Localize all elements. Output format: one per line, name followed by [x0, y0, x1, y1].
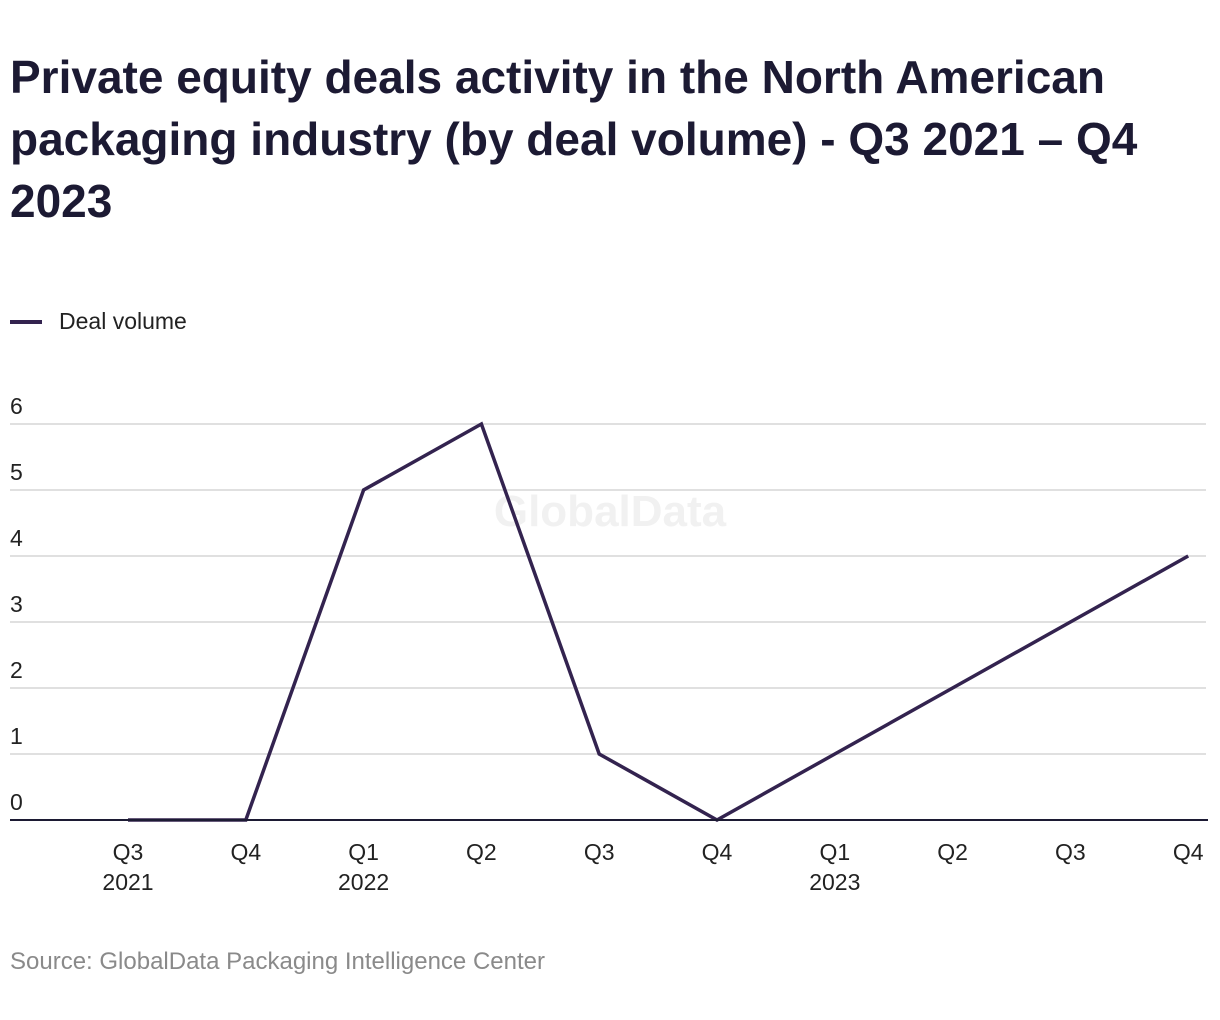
x-tick-label-4: Q3: [584, 839, 615, 865]
x-tick-label-7: Q2: [937, 839, 968, 865]
y-axis-tick-labels: 0 1 2 3 4 5 6: [10, 393, 23, 815]
x-tick-label-3: Q2: [466, 839, 497, 865]
y-tick-label-5: 5: [10, 459, 23, 485]
series-line-0: [128, 421, 1190, 823]
x-tick-label-1: Q4: [230, 839, 261, 865]
y-tick-label-6: 6: [10, 393, 23, 419]
x-tick-label-6: Q1: [819, 839, 850, 865]
x-tick-label-8: Q3: [1055, 839, 1086, 865]
x-year-label-2021: 2021: [102, 869, 153, 895]
series-deal-volume: [127, 421, 1190, 823]
source-note: Source: GlobalData Packaging Intelligenc…: [10, 948, 545, 975]
y-tick-label-0: 0: [10, 789, 23, 815]
y-tick-label-4: 4: [10, 525, 23, 551]
chart-title: Private equity deals activity in the Nor…: [10, 51, 1138, 227]
y-tick-label-1: 1: [10, 723, 23, 749]
watermark: GlobalData: [494, 487, 727, 536]
gridlines: [10, 423, 1206, 755]
x-tick-label-5: Q4: [702, 839, 733, 865]
x-axis-tick-labels: Q3 2021 Q4 Q1 2022 Q2 Q3 Q4 Q1 2023 Q2 Q3 Q4: [102, 839, 1203, 895]
legend: Deal volume: [10, 308, 187, 335]
x-tick-label-2: Q1: [348, 839, 379, 865]
x-year-label-2023: 2023: [809, 869, 860, 895]
legend-swatch-deal-volume: [10, 319, 42, 324]
x-tick-label-0: Q3: [113, 839, 144, 865]
x-year-label-2022: 2022: [338, 869, 389, 895]
y-tick-label-2: 2: [10, 657, 23, 683]
x-tick-label-9: Q4: [1173, 839, 1204, 865]
y-tick-label-3: 3: [10, 591, 23, 617]
legend-label-deal-volume: Deal volume: [59, 308, 187, 334]
